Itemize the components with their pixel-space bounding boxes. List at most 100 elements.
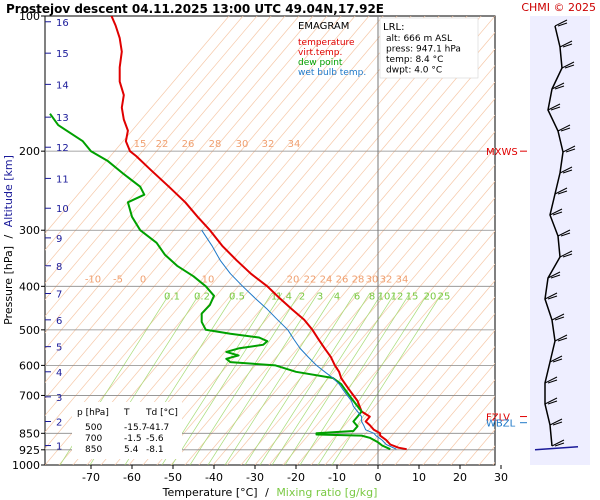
lrl-line: dwpt: 4.0 °C	[386, 66, 442, 76]
mixing-ratio-label: 0.5	[229, 291, 245, 302]
wind-barb	[554, 334, 568, 342]
wind-barb	[547, 400, 558, 405]
chart-title: Prostejov descent 04.11.2025 13:00 UTC 4…	[6, 2, 384, 16]
wind-barb	[557, 229, 571, 237]
dry-adiabat	[45, 16, 272, 284]
altitude-tick-label: 10	[56, 204, 69, 215]
dry-adiabat	[45, 16, 300, 317]
dry-adiabat-label-400: 0	[140, 274, 146, 285]
table-cell: 700	[85, 434, 102, 444]
table-cell: 500	[85, 423, 102, 433]
dry-adiabat	[212, 131, 495, 465]
dry-adiabat	[240, 164, 495, 465]
lrl-line: temp: 8.4 °C	[386, 55, 443, 65]
mixing-ratio-line	[244, 292, 356, 465]
lrl-heading: LRL:	[383, 22, 404, 33]
mixing-ratio-label: 20	[424, 291, 437, 302]
dry-adiabat-label-400: 28	[352, 274, 365, 285]
plot-area	[44, 15, 496, 466]
dry-adiabat	[128, 32, 495, 465]
dry-adiabat	[45, 16, 412, 449]
wind-barb	[564, 64, 575, 69]
dry-adiabat-label-200: 34	[288, 139, 301, 150]
wind-barb	[559, 250, 573, 258]
altitude-tick-label: 12	[56, 143, 69, 154]
dry-adiabat	[86, 16, 468, 465]
wind-barb	[554, 187, 568, 195]
altitude-tick-label: 6	[56, 316, 62, 327]
wind-barb	[549, 208, 563, 216]
mixing-ratio-label: 2	[299, 291, 305, 302]
x-axis-label: Temperature [°C]	[162, 486, 258, 499]
mixing-ratio-label: 1	[271, 291, 277, 302]
dry-adiabat	[324, 263, 495, 465]
dry-adiabat	[45, 16, 384, 416]
dry-adiabat	[45, 16, 356, 383]
dry-adiabat	[380, 329, 495, 465]
dry-adiabat-label-400: 26	[336, 274, 349, 285]
wind-barb	[552, 421, 563, 426]
table-header: Td [°C]	[145, 408, 178, 418]
mixing-ratio-label: 3	[317, 291, 323, 302]
pressure-tick-label: 500	[19, 324, 40, 337]
table-header: p [hPa]	[77, 408, 109, 418]
dry-adiabat	[338, 280, 495, 465]
mixing-ratio-label: 0.1	[164, 291, 180, 302]
pressure-tick-label: 600	[19, 359, 40, 372]
dry-adiabat-label-400: 30	[366, 274, 379, 285]
altitude-tick-label: 7	[56, 290, 62, 301]
temperature-tick-label: 0	[375, 471, 382, 484]
altitude-tick-label: 8	[56, 262, 62, 273]
dry-adiabat	[226, 147, 495, 465]
altitude-tick-label: 16	[56, 18, 69, 29]
surface-wind-barb	[534, 446, 579, 451]
dry-adiabat-label-400: 24	[320, 274, 333, 285]
profile-lines	[49, 15, 407, 451]
altitude-tick-label: 2	[56, 417, 62, 428]
dry-adiabat-label-200: 30	[236, 139, 249, 150]
wind-barb	[562, 145, 576, 153]
pressure-tick-label: 1000	[12, 459, 40, 472]
legend-item: temperature	[298, 38, 355, 48]
pressure-tick-label: 400	[19, 280, 40, 293]
mixing-ratio-label: 1.4	[276, 291, 292, 302]
pressure-tick-label: 850	[19, 427, 40, 440]
altitude-tick-label: 4	[56, 368, 62, 379]
dry-adiabat	[72, 16, 454, 465]
dry-adiabat	[45, 16, 258, 268]
altitude-tick-label: 9	[56, 234, 62, 245]
mixing-ratio-line	[224, 292, 336, 465]
wind-barb	[554, 19, 568, 27]
temperature-ticks: -70 -60 -50 -40 -30 -20 -10 0 10 20 30	[82, 465, 508, 484]
wind-barb	[551, 82, 565, 90]
altitude-tick-label: 13	[56, 113, 69, 124]
table-cell: -5.6	[146, 434, 164, 444]
mixing-ratio-line	[259, 292, 371, 465]
table-cell: -15.7	[124, 423, 147, 433]
wind-column-bg	[530, 16, 590, 465]
legend-item: virt.temp.	[298, 48, 342, 58]
lrl-line: press: 947.1 hPa	[386, 45, 461, 55]
mixing-ratio-label: 10	[378, 291, 391, 302]
level-table: p [hPa] T Td [°C] 500 -15.7-41.7 700 -1.5 -5.6 8…	[72, 402, 182, 459]
wind-barb	[562, 169, 573, 174]
mixing-ratio-label: 0.2	[194, 291, 210, 302]
dry-adiabat	[310, 247, 495, 465]
level-marker-wbzl: WBZL	[486, 419, 516, 430]
dry-adiabat	[142, 48, 495, 465]
y-axis-label: Pressure [hPa]	[2, 246, 15, 325]
level-marker-mxws: MXWS	[486, 147, 518, 158]
mixing-ratio-line	[284, 292, 396, 465]
level-marker-fzlv: FZLV	[486, 413, 510, 424]
credit-label: CHMI © 2025	[521, 1, 596, 14]
altitude-tick-label: 14	[56, 80, 69, 91]
mixing-ratio-line	[171, 292, 283, 465]
wind-barb	[557, 124, 571, 132]
dry-adiabat-label-400: 20	[287, 274, 300, 285]
lrl-box-frame	[379, 17, 479, 79]
wind-barb	[547, 271, 561, 279]
pressure-tick-label: 300	[19, 224, 40, 237]
pressure-ticks: 100 200 300 400 500 600 700 850 925 1000	[12, 10, 45, 472]
mixing-ratio-line	[317, 292, 429, 465]
